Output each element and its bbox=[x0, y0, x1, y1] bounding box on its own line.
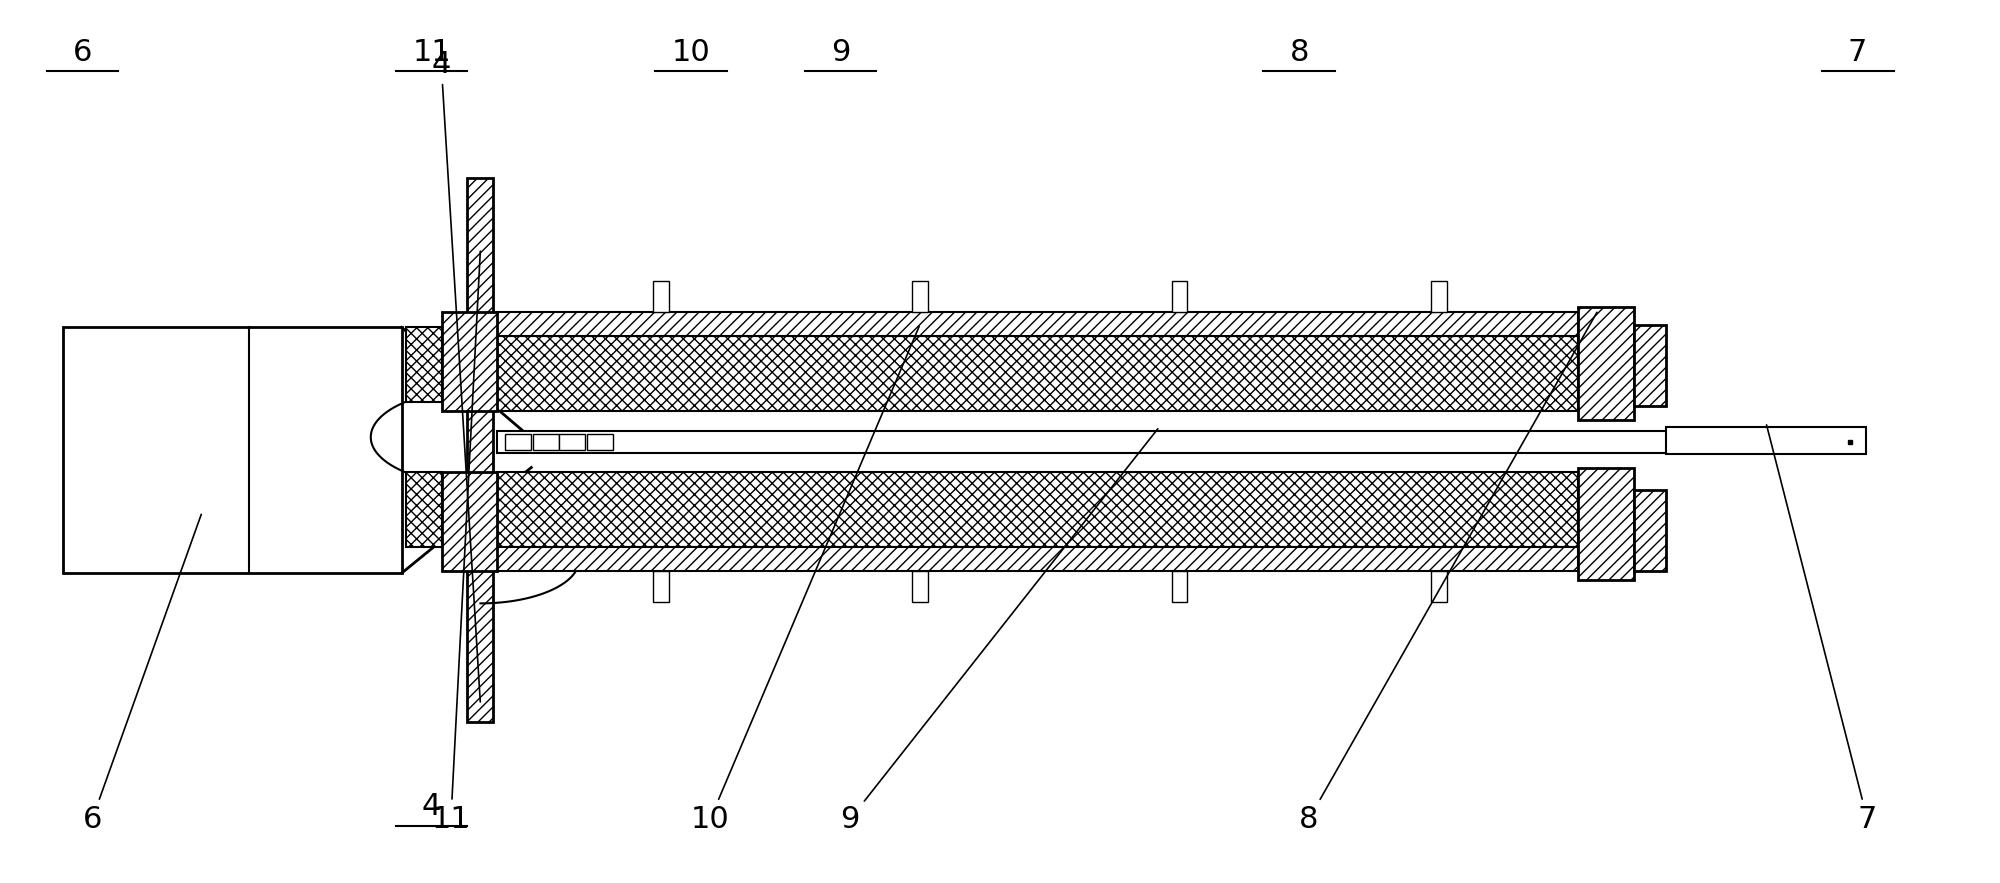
Bar bbox=[534, 434, 560, 450]
Bar bbox=[1678, 434, 1704, 450]
Bar bbox=[498, 336, 1578, 411]
Bar bbox=[498, 547, 1578, 571]
Bar bbox=[560, 434, 586, 450]
Bar bbox=[1634, 490, 1666, 571]
Bar bbox=[1430, 571, 1446, 602]
Bar bbox=[652, 571, 668, 602]
Bar bbox=[498, 312, 1578, 336]
Text: 4: 4 bbox=[422, 792, 442, 821]
Text: 10: 10 bbox=[690, 327, 920, 834]
Bar bbox=[406, 472, 442, 547]
Text: 7: 7 bbox=[1848, 38, 1868, 67]
Bar bbox=[1666, 427, 1866, 454]
Text: 9: 9 bbox=[830, 38, 850, 67]
Bar bbox=[912, 281, 928, 312]
Bar bbox=[498, 431, 1818, 453]
Text: 8: 8 bbox=[1290, 38, 1308, 67]
Bar bbox=[652, 281, 668, 312]
Bar bbox=[1172, 281, 1188, 312]
Bar bbox=[506, 434, 532, 450]
Text: 4: 4 bbox=[432, 50, 480, 702]
Bar bbox=[442, 312, 498, 411]
Text: 6: 6 bbox=[72, 38, 92, 67]
Bar bbox=[1578, 468, 1634, 580]
Bar bbox=[498, 472, 1578, 547]
Bar bbox=[442, 472, 498, 571]
Text: 6: 6 bbox=[82, 514, 202, 834]
Text: 8: 8 bbox=[1300, 313, 1596, 834]
Text: 7: 7 bbox=[1766, 425, 1876, 834]
Bar bbox=[406, 328, 442, 402]
Bar bbox=[1578, 307, 1634, 419]
Text: 10: 10 bbox=[672, 38, 710, 67]
Bar bbox=[1430, 281, 1446, 312]
Bar bbox=[468, 178, 494, 722]
Bar bbox=[912, 571, 928, 602]
Text: 11: 11 bbox=[412, 38, 450, 67]
Text: 11: 11 bbox=[432, 252, 480, 834]
Bar bbox=[588, 434, 614, 450]
Bar bbox=[1634, 325, 1666, 406]
Bar bbox=[1172, 571, 1188, 602]
Bar bbox=[62, 328, 402, 573]
Text: 9: 9 bbox=[840, 429, 1158, 834]
